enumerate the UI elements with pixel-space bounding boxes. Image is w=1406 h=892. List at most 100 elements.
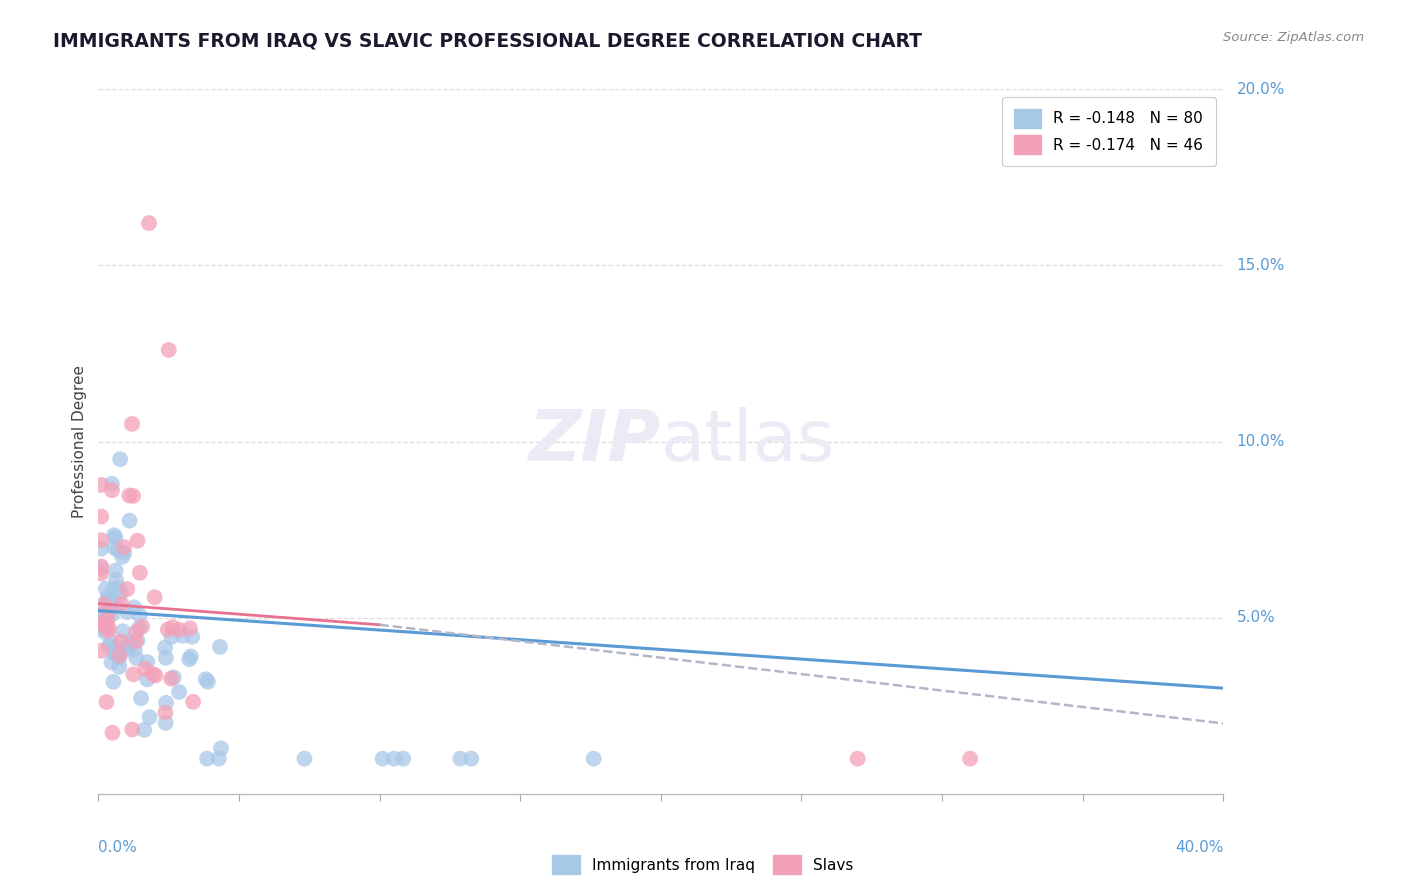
Point [98, 639, 121, 653]
Point [460, 751, 482, 765]
Point [104, 541, 127, 555]
Point [294, 751, 316, 765]
Point [90, 616, 112, 631]
Point [96, 695, 118, 709]
Text: 5.0%: 5.0% [1237, 610, 1275, 625]
Point [103, 528, 125, 542]
Point [115, 605, 138, 619]
Point [128, 621, 150, 635]
Point [128, 566, 150, 580]
Point [155, 715, 177, 730]
Point [959, 751, 981, 765]
Point [155, 706, 177, 720]
Point [163, 670, 186, 684]
Point [179, 652, 201, 666]
Y-axis label: Professional Degree: Professional Degree [72, 365, 87, 518]
Point [110, 585, 132, 599]
Point [93, 607, 115, 621]
Point [169, 623, 191, 637]
Point [104, 564, 127, 578]
Point [100, 656, 122, 670]
Point [371, 751, 394, 765]
Point [131, 619, 153, 633]
Point [134, 723, 156, 737]
Point [120, 635, 142, 649]
Point [122, 667, 145, 681]
Point [103, 646, 125, 660]
Text: 15.0%: 15.0% [1237, 258, 1285, 273]
Point [121, 417, 143, 431]
Point [108, 659, 131, 673]
Text: 10.0%: 10.0% [1237, 434, 1285, 449]
Point [181, 630, 204, 644]
Point [124, 642, 146, 657]
Text: Source: ZipAtlas.com: Source: ZipAtlas.com [1223, 31, 1364, 45]
Point [103, 674, 125, 689]
Point [100, 598, 122, 612]
Point [127, 633, 149, 648]
Point [96, 602, 118, 616]
Point [125, 651, 148, 665]
Point [105, 598, 128, 612]
Point [107, 543, 129, 558]
Point [90, 541, 112, 556]
Point [172, 629, 194, 643]
Point [160, 672, 183, 686]
Text: 40.0%: 40.0% [1175, 839, 1223, 855]
Point [138, 216, 160, 230]
Point [197, 674, 219, 689]
Point [160, 630, 183, 644]
Point [129, 691, 152, 706]
Point [167, 685, 190, 699]
Point [208, 640, 231, 654]
Point [115, 642, 138, 657]
Point [143, 591, 166, 605]
Point [91, 610, 114, 624]
Point [104, 644, 127, 658]
Point [90, 478, 112, 492]
Point [108, 452, 131, 467]
Point [115, 582, 138, 596]
Point [90, 561, 112, 575]
Point [93, 598, 115, 612]
Point [157, 343, 180, 357]
Point [90, 616, 112, 631]
Point [107, 581, 129, 595]
Point [153, 640, 176, 655]
Point [582, 751, 605, 765]
Point [392, 751, 415, 765]
Point [138, 710, 160, 724]
Point [96, 615, 118, 629]
Point [449, 751, 471, 765]
Point [112, 540, 135, 554]
Point [382, 751, 405, 765]
Legend: Immigrants from Iraq, Slavs: Immigrants from Iraq, Slavs [547, 849, 859, 880]
Point [134, 662, 156, 676]
Point [195, 751, 218, 765]
Point [128, 608, 150, 623]
Point [110, 634, 132, 648]
Point [112, 546, 135, 560]
Point [94, 618, 117, 632]
Point [110, 597, 132, 611]
Legend: R = -0.148   N = 80, R = -0.174   N = 46: R = -0.148 N = 80, R = -0.174 N = 46 [1001, 97, 1216, 166]
Point [97, 621, 120, 635]
Point [162, 620, 184, 634]
Point [100, 593, 122, 607]
Point [100, 634, 122, 648]
Text: IMMIGRANTS FROM IRAQ VS SLAVIC PROFESSIONAL DEGREE CORRELATION CHART: IMMIGRANTS FROM IRAQ VS SLAVIC PROFESSIO… [53, 31, 922, 50]
Text: 20.0%: 20.0% [1237, 82, 1285, 96]
Point [94, 618, 117, 632]
Point [122, 600, 145, 615]
Point [121, 723, 143, 737]
Point [105, 640, 128, 654]
Point [90, 620, 112, 634]
Point [194, 672, 217, 686]
Point [145, 668, 167, 682]
Point [118, 488, 141, 502]
Point [104, 531, 127, 545]
Point [136, 673, 159, 687]
Point [125, 625, 148, 640]
Point [117, 639, 139, 653]
Point [101, 476, 124, 491]
